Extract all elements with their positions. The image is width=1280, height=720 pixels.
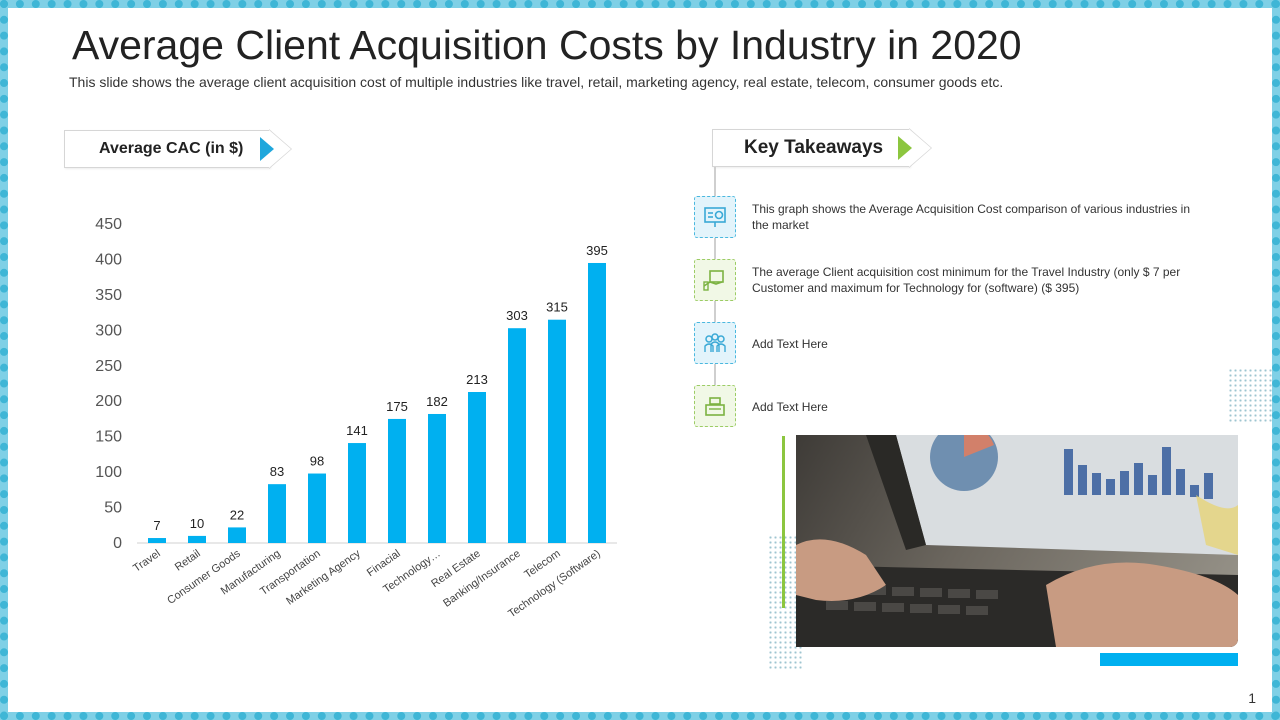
page-number: 1: [1248, 690, 1256, 706]
blue-arrow-icon: [260, 137, 274, 161]
data-label: 315: [546, 300, 568, 315]
data-label: 83: [270, 464, 284, 479]
x-tick-label: Retail: [173, 548, 203, 574]
y-tick-label: 300: [95, 322, 122, 339]
y-tick-label: 100: [95, 464, 122, 481]
money-hand-icon: [694, 259, 736, 301]
chart-header-label: Average CAC (in $): [99, 140, 244, 157]
bar: [588, 262, 606, 543]
y-tick-label: 50: [104, 500, 122, 517]
cash-register-icon: [694, 385, 736, 427]
x-tick-label: Travel: [131, 548, 163, 575]
bar: [348, 443, 366, 543]
takeaway-item-4: Add Text Here: [752, 400, 828, 414]
bar: [308, 473, 326, 543]
bar: [188, 535, 206, 543]
green-arrow-icon: [898, 136, 912, 160]
data-label: 182: [426, 394, 448, 409]
x-tick-label: Marketing Agency: [284, 547, 363, 607]
bar: [228, 527, 246, 543]
x-tick-label: Consumer Goods: [165, 547, 243, 607]
y-tick-label: 150: [95, 429, 122, 446]
presentation-chart-icon: [694, 196, 736, 238]
page-subtitle: This slide shows the average client acqu…: [69, 74, 1004, 90]
y-tick-label: 0: [113, 535, 122, 552]
y-tick-label: 400: [95, 251, 122, 268]
bar-chart: 0 50 100 150 200 250 300 350 400 450 7 Travel 10 Reta…: [95, 216, 617, 620]
data-label: 10: [190, 516, 204, 531]
takeaways-header-tag: Key Takeaways: [712, 128, 932, 168]
data-label: 141: [346, 423, 368, 438]
data-label: 22: [230, 507, 244, 522]
bar: [388, 418, 406, 543]
data-label: 175: [386, 399, 408, 414]
laptop-photo: [796, 435, 1238, 647]
bar: [268, 484, 286, 543]
y-tick-label: 350: [95, 287, 122, 304]
bar: [508, 328, 526, 543]
team-icon: [694, 322, 736, 364]
takeaways-header-label: Key Takeaways: [744, 137, 884, 158]
page-title: Average Client Acquisition Costs by Indu…: [72, 22, 1022, 68]
chart-header-tag: Average CAC (in $): [64, 129, 292, 169]
data-label: 213: [466, 372, 488, 387]
data-label: 98: [310, 454, 324, 469]
bar: [548, 319, 566, 543]
decorative-dots-right: [1228, 368, 1272, 424]
takeaway-item-2: The average Client acquisition cost mini…: [752, 265, 1181, 295]
data-label: 395: [586, 243, 608, 258]
bar: [468, 392, 486, 543]
accent-green-line: [782, 436, 785, 608]
bar: [148, 538, 166, 543]
y-tick-label: 450: [95, 216, 122, 233]
y-tick-label: 200: [95, 393, 122, 410]
bar: [428, 413, 446, 543]
accent-blue-bar: [1100, 653, 1238, 666]
y-tick-label: 250: [95, 358, 122, 375]
takeaway-item-3: Add Text Here: [752, 337, 828, 351]
data-label: 303: [506, 308, 528, 323]
data-label: 7: [153, 518, 160, 533]
takeaway-item-1: This graph shows the Average Acquisition…: [752, 202, 1191, 232]
